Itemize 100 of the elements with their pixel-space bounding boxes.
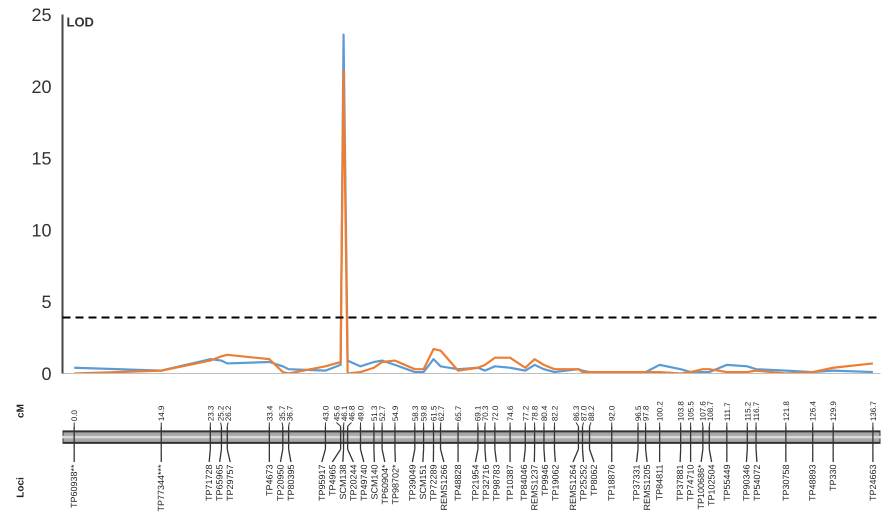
- annotation: TP10387: [505, 464, 516, 502]
- x-tick-label: 35.7: [278, 405, 287, 422]
- y-tick-label: 15: [31, 148, 52, 169]
- annotation: TP72289: [428, 464, 438, 502]
- annotation: TP90346: [741, 464, 752, 502]
- annotation: TP80395: [286, 464, 296, 502]
- annotation: TP54072: [752, 464, 762, 502]
- x-tick-label: 126.4: [808, 400, 818, 422]
- annotation: TP71728: [204, 464, 214, 502]
- x-tick-label: 69.1: [474, 405, 483, 422]
- annotation: TP18876: [606, 464, 617, 502]
- annotation: TP84811: [654, 464, 665, 500]
- y-tick-label: 10: [31, 220, 52, 240]
- y-tick-label: 25: [31, 5, 52, 25]
- x-tick-label: 111.7: [722, 402, 732, 422]
- x-tick-label: 62.7: [436, 405, 446, 422]
- x-tick-label: 78.8: [530, 405, 540, 422]
- x-tick-label: 23.3: [206, 405, 216, 422]
- annotation: TP37331: [632, 464, 642, 502]
- annotation: TP77344***: [156, 464, 166, 512]
- annotation: TP102504: [706, 464, 717, 506]
- x-tick-label: 14.9: [157, 405, 166, 422]
- x-tick-label: 87.0: [579, 405, 588, 422]
- x-tick-label: 33.4: [265, 405, 274, 422]
- annotation: TP25252: [578, 464, 588, 502]
- annotation: TP20950: [275, 464, 286, 502]
- annotation: SCM151: [418, 464, 428, 500]
- x-tick-label: 100.2: [656, 400, 665, 422]
- annotation: TP30758: [780, 464, 791, 502]
- x-tick-label: 92.0: [608, 405, 617, 422]
- annotation: SCM138: [338, 464, 348, 500]
- x-tick-label: 103.8: [676, 400, 686, 422]
- x-tick-label: 121.8: [782, 400, 791, 422]
- x-tick-label: 82.2: [550, 405, 560, 422]
- x-tick-label: 129.9: [829, 400, 838, 422]
- x-tick-label: 51.3: [370, 405, 379, 422]
- x-tick-label: 61.5: [429, 405, 438, 422]
- x-tick-label: 115.2: [743, 401, 752, 422]
- annotation: TP20244: [348, 464, 358, 502]
- annotation: TP100686*: [696, 464, 706, 510]
- annotation: TP330: [828, 464, 838, 492]
- x-tick-label: 49.0: [356, 405, 366, 422]
- x-tick-label: 46.8: [347, 405, 356, 422]
- x-tick-label: 65.7: [454, 405, 464, 422]
- annotation: TP95917: [316, 464, 327, 502]
- annotation: TP65965: [214, 464, 225, 502]
- x-tick-label: 86.3: [572, 405, 581, 422]
- annotation: TP39049: [407, 464, 418, 502]
- x-tick-label: 26.2: [224, 405, 234, 422]
- y-tick-label: 5: [41, 292, 52, 312]
- x-tick-label: 58.3: [410, 405, 420, 422]
- x-tick-label: 25.2: [216, 405, 226, 422]
- annotation: TP98702*: [390, 464, 400, 505]
- annotation: TP9946: [540, 464, 550, 496]
- x-tick-label: 59.8: [420, 405, 429, 422]
- annotation: TP98783: [491, 464, 502, 502]
- annotation: REMS1237: [529, 464, 540, 511]
- x-tick-label: 72.0: [490, 405, 500, 422]
- annotation: TP48828: [453, 464, 464, 502]
- annotation: TP21954: [470, 464, 480, 502]
- x-tick-label: 70.3: [481, 405, 490, 422]
- annotation: TP8062: [588, 464, 599, 496]
- y-tick-label: 0: [41, 364, 52, 384]
- x-tick-label: 80.4: [540, 405, 549, 422]
- annotation: TP32716: [480, 464, 491, 502]
- annotation: TP4673: [264, 464, 274, 496]
- x-tick-label: 54.9: [390, 405, 400, 422]
- x-tick-label: 36.7: [285, 405, 294, 422]
- x-tick-label: 107.6: [698, 400, 708, 422]
- annotation: SCM140: [369, 464, 380, 500]
- text: cM: [16, 404, 26, 418]
- annotation: REMS1264: [568, 464, 578, 511]
- annotation: TP60938**: [69, 464, 80, 508]
- annotation: REMS1205: [642, 464, 652, 511]
- x-tick-label: 88.2: [586, 405, 596, 422]
- x-tick-label: 74.6: [506, 405, 516, 422]
- x-tick-label: 43.0: [321, 405, 330, 422]
- y-axis-title: LOD: [66, 14, 94, 30]
- x-tick-label: 46.1: [340, 405, 349, 422]
- annotation: TP60904*: [380, 464, 390, 505]
- annotation: TP4965: [327, 464, 338, 496]
- annotation: TP48893: [808, 464, 818, 502]
- annotation: TP37881: [675, 464, 686, 502]
- x-tick-label: 116.7: [752, 401, 762, 422]
- annotation: TP49740: [358, 464, 369, 502]
- annotation: TP84046: [518, 464, 529, 502]
- x-tick-label: 45.6: [332, 405, 342, 422]
- x-tick-label: 96.5: [634, 405, 644, 422]
- annotation: TP19062: [550, 464, 560, 502]
- x-tick-label: 136.7: [868, 400, 878, 422]
- x-tick-label: 105.5: [686, 400, 696, 422]
- x-tick-label: 77.2: [521, 405, 530, 422]
- x-tick-label: 52.7: [378, 405, 388, 422]
- x-tick-label: 0.0: [70, 410, 80, 422]
- annotation: TP29757: [225, 464, 236, 502]
- annotation: REMS1266: [438, 464, 449, 511]
- annotation: TP74710: [686, 464, 696, 502]
- x-tick-label: 108.7: [706, 400, 715, 422]
- annotation: TP55449: [722, 464, 732, 502]
- text: Loci: [16, 476, 26, 498]
